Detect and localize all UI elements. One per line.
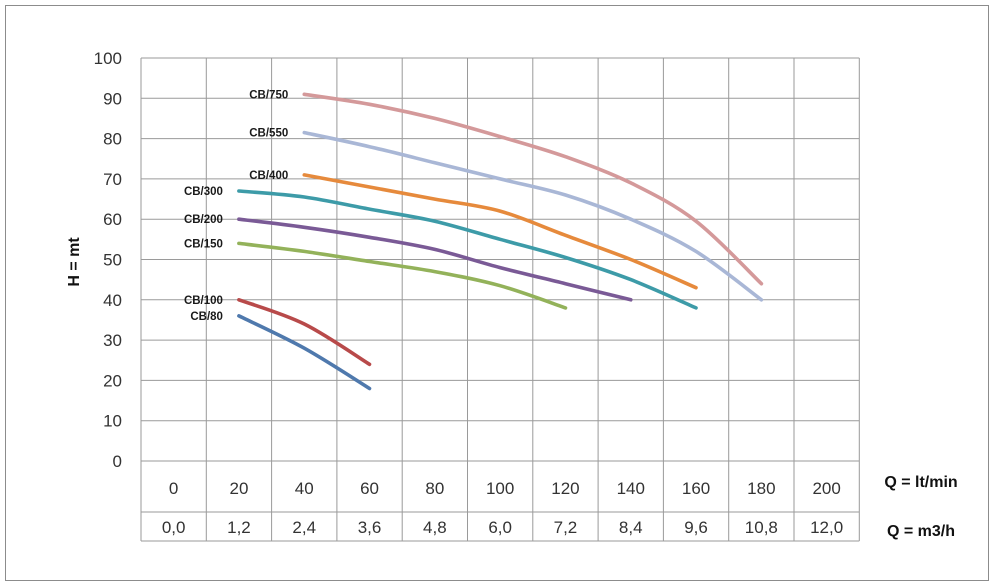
curve-cb-200 [237, 217, 633, 302]
curve-cb-150 [237, 241, 568, 310]
series-label-cb-750: CB/750 [249, 89, 288, 101]
y-tick-label: 90 [103, 89, 122, 108]
x-tick-label-lpm: 180 [747, 479, 775, 498]
curve-cb-100 [237, 298, 372, 367]
x-tick-label-lpm: 0 [169, 479, 178, 498]
y-tick-label: 0 [113, 452, 122, 471]
curve-cb-750 [302, 92, 764, 286]
series-label-cb-400: CB/400 [249, 170, 288, 182]
y-tick-label: 30 [103, 331, 122, 350]
series-label-cb-200: CB/200 [184, 214, 223, 226]
y-tick-label: 40 [103, 291, 122, 310]
series-label-cb-550: CB/550 [249, 128, 288, 140]
x-tick-label-lpm: 40 [295, 479, 314, 498]
series-curves [237, 92, 764, 391]
x-tick-label-m3h: 9,6 [684, 518, 708, 537]
curve-cb-550 [302, 130, 764, 302]
x-tick-label-lpm: 140 [617, 479, 645, 498]
series-label-cb-100: CB/100 [184, 295, 223, 307]
x-tick-label-m3h: 3,6 [358, 518, 382, 537]
y-tick-label: 20 [103, 371, 122, 390]
chart-frame [5, 5, 989, 581]
x-tick-label-m3h: 7,2 [554, 518, 578, 537]
x-tick-label-m3h: 0,0 [162, 518, 186, 537]
series-label-cb-300: CB/300 [184, 186, 223, 198]
y-tick-labels: 0 10 20 30 40 50 60 70 80 90 100 [94, 49, 122, 471]
x-tick-label-lpm: 60 [360, 479, 379, 498]
series-label-cb-150: CB/150 [184, 238, 223, 250]
x-tick-label-lpm: 160 [682, 479, 710, 498]
x-tick-label-m3h: 2,4 [292, 518, 316, 537]
y-tick-label: 80 [103, 130, 122, 149]
x-tick-label-lpm: 200 [812, 479, 840, 498]
x-tick-label-lpm: 20 [229, 479, 248, 498]
x-tick-label-m3h: 10,8 [745, 518, 778, 537]
y-tick-label: 60 [103, 210, 122, 229]
x-tick-label-lpm: 120 [551, 479, 579, 498]
x-tick-label-lpm: 80 [425, 479, 444, 498]
curve-cb-80 [237, 314, 372, 391]
y-tick-label: 100 [94, 49, 122, 68]
y-tick-label: 10 [103, 412, 122, 431]
y-tick-label: 70 [103, 170, 122, 189]
x-tick-label-m3h: 6,0 [488, 518, 512, 537]
y-tick-label: 50 [103, 251, 122, 270]
x-axis-title-m3h: Q = m3/h [887, 523, 955, 540]
x-tick-label-lpm: 100 [486, 479, 514, 498]
x-tick-label-m3h: 8,4 [619, 518, 643, 537]
x-tick-label-m3h: 1,2 [227, 518, 251, 537]
series-labels: CB/750 CB/550 CB/400 CB/300 CB/200 CB/150 CB/1… [184, 89, 288, 323]
y-axis-title: H = mt [66, 237, 83, 287]
curve-cb-400 [302, 173, 698, 290]
curve-cb-300 [237, 189, 698, 310]
series-label-cb-80: CB/80 [190, 311, 223, 323]
x-tick-label-m3h: 12,0 [810, 518, 843, 537]
x-axis-title-lpm: Q = lt/min [884, 474, 957, 491]
x-tick-label-m3h: 4,8 [423, 518, 447, 537]
x-tick-labels: 0 20 40 60 80 100 120 140 160 180 200 0,0 1,2 2,4 3,6 4… [162, 479, 843, 537]
